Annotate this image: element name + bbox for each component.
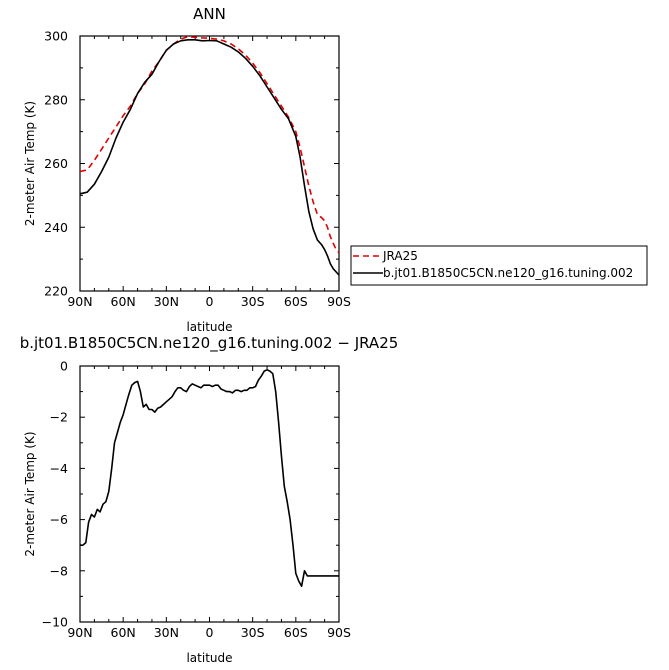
y-tick-label: 0 (60, 359, 68, 374)
chart-title: ANN (193, 5, 226, 23)
y-tick-label: −6 (50, 512, 68, 527)
x-tick-label: 60N (111, 625, 136, 640)
x-tick-label: 60S (284, 625, 308, 640)
x-tick-label: 60N (111, 294, 136, 309)
y-tick-label: 240 (44, 220, 68, 235)
y-axis-label: 2-meter Air Temp (K) (23, 101, 37, 226)
x-axis-label: latitude (186, 651, 232, 665)
y-tick-label: −10 (42, 615, 68, 630)
y-tick-label: 280 (44, 92, 68, 107)
bottom-chart-panel: b.jt01.B1850C5CN.ne120_g16.tuning.002 − … (20, 334, 399, 665)
x-tick-label: 90N (67, 625, 92, 640)
x-tick-label: 0 (206, 625, 214, 640)
y-tick-label: 260 (44, 156, 68, 171)
legend-box (350, 245, 648, 286)
plot-frame (79, 35, 340, 292)
legend-label-model: b.jt01.B1850C5CN.ne120_g16.tuning.002 (383, 266, 633, 280)
x-tick-label: 90S (327, 294, 351, 309)
y-tick-label: 300 (44, 29, 68, 44)
legend-label-jra25: JRA25 (382, 249, 418, 263)
legend: JRA25 b.jt01.B1850C5CN.ne120_g16.tuning.… (350, 245, 648, 286)
y-tick-label: −4 (50, 461, 68, 476)
y-tick-label: −2 (50, 410, 68, 425)
x-tick-label: 30N (154, 294, 179, 309)
series-line-b-jt01-b1850c5cn-ne120-g16-tuning-002 (79, 38, 340, 276)
y-tick-label: 220 (44, 284, 68, 299)
x-tick-label: 90N (67, 294, 92, 309)
series-line-jra25 (79, 35, 340, 254)
x-tick-label: 0 (206, 294, 214, 309)
x-tick-label: 30S (241, 294, 265, 309)
x-tick-label: 60S (284, 294, 308, 309)
y-axis-label: 2-meter Air Temp (K) (23, 431, 37, 556)
series-line-series-0 (80, 368, 339, 588)
x-axis-label: latitude (186, 320, 232, 334)
chart-title: b.jt01.B1850C5CN.ne120_g16.tuning.002 − … (20, 334, 399, 353)
top-chart-panel: ANN 2-meter Air Temp (K) latitude JRA25 … (23, 5, 648, 334)
x-tick-label: 90S (327, 625, 351, 640)
x-tick-label: 30N (154, 625, 179, 640)
y-tick-label: −8 (50, 563, 68, 578)
x-tick-label: 30S (241, 625, 265, 640)
